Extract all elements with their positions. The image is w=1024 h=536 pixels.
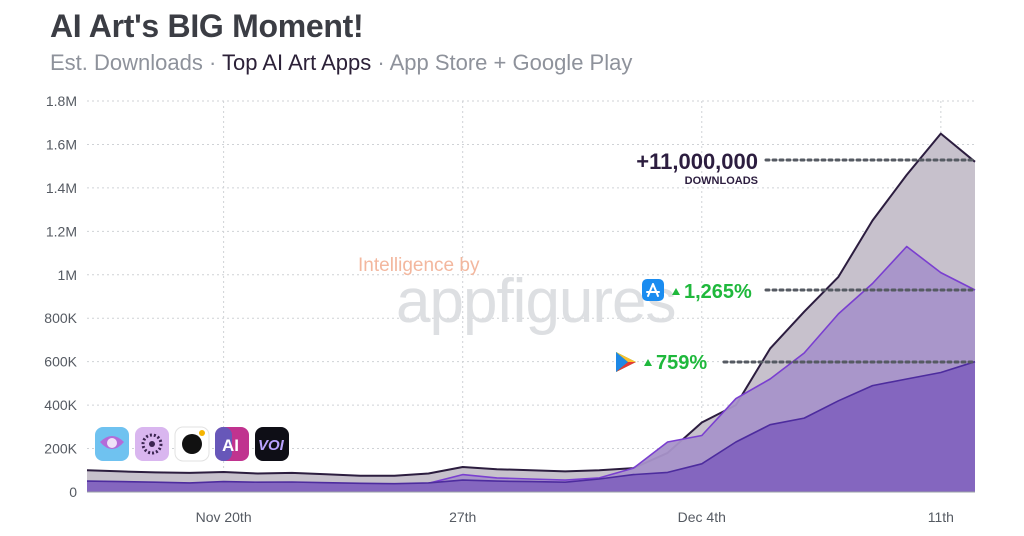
appstore-growth-pct: 1,265%	[684, 281, 752, 303]
subtitle-stores: · App Store + Google Play	[371, 50, 633, 75]
googleplay-annotation: 759%	[616, 352, 974, 374]
voi-icon: VOI	[255, 427, 289, 461]
googleplay-growth-pct: 759%	[656, 352, 707, 374]
dawn-icon	[174, 426, 210, 462]
area-series	[86, 132, 976, 493]
y-tick-label: 0	[69, 484, 77, 500]
y-tick-label: 1M	[58, 267, 77, 283]
x-tick-label: 27th	[449, 509, 476, 525]
chart-title: AI Art's BIG Moment!	[50, 8, 364, 44]
x-tick-label: Nov 20th	[196, 509, 252, 525]
appfigures-watermark: Intelligence by appfigures	[358, 255, 677, 336]
y-tick-label: 1.4M	[46, 180, 77, 196]
chart-subtitle: Est. Downloads · Top AI Art Apps · App S…	[50, 50, 632, 76]
total-downloads-label: DOWNLOADS	[685, 175, 758, 187]
up-triangle-icon	[672, 288, 680, 295]
x-tick-label: 11th	[928, 509, 954, 525]
starryai-icon	[135, 427, 169, 461]
watermark-main: appfigures	[396, 267, 676, 336]
lensa-icon	[95, 427, 129, 461]
google-play-icon	[616, 352, 636, 372]
appstore-annotation: 1,265%	[642, 279, 974, 303]
x-axis: Nov 20th 27th Dec 4th 11th	[196, 509, 954, 525]
y-tick-label: 1.2M	[46, 223, 77, 239]
app-store-area	[87, 246, 975, 492]
total-annotation: +11,000,000 DOWNLOADS	[636, 149, 974, 187]
watermark-top: Intelligence by	[358, 255, 480, 276]
y-tick-label: 200K	[44, 441, 77, 457]
svg-text:AI: AI	[222, 436, 239, 455]
y-axis: 0 200K 400K 600K 800K 1M 1.2M 1.4M 1.6M 1.8M	[44, 93, 77, 500]
subtitle-metric: Est. Downloads ·	[50, 50, 223, 75]
y-tick-label: 400K	[44, 397, 77, 413]
ai-art-icon: AI	[215, 427, 249, 461]
google-play-area	[87, 361, 975, 492]
y-tick-label: 800K	[44, 310, 77, 326]
y-tick-label: 1.6M	[46, 136, 77, 152]
app-icons: AI VOI	[95, 426, 289, 462]
y-tick-label: 1.8M	[46, 93, 77, 109]
total-downloads-value: +11,000,000	[636, 149, 758, 174]
total-downloads-line	[86, 132, 976, 477]
app-store-icon	[642, 279, 664, 301]
subtitle-category: Top AI Art Apps	[222, 50, 372, 75]
y-tick-label: 600K	[44, 354, 77, 370]
svg-text:VOI: VOI	[258, 437, 285, 454]
x-tick-label: Dec 4th	[678, 509, 726, 525]
google-play-line	[86, 360, 976, 485]
up-triangle-icon	[644, 359, 652, 366]
